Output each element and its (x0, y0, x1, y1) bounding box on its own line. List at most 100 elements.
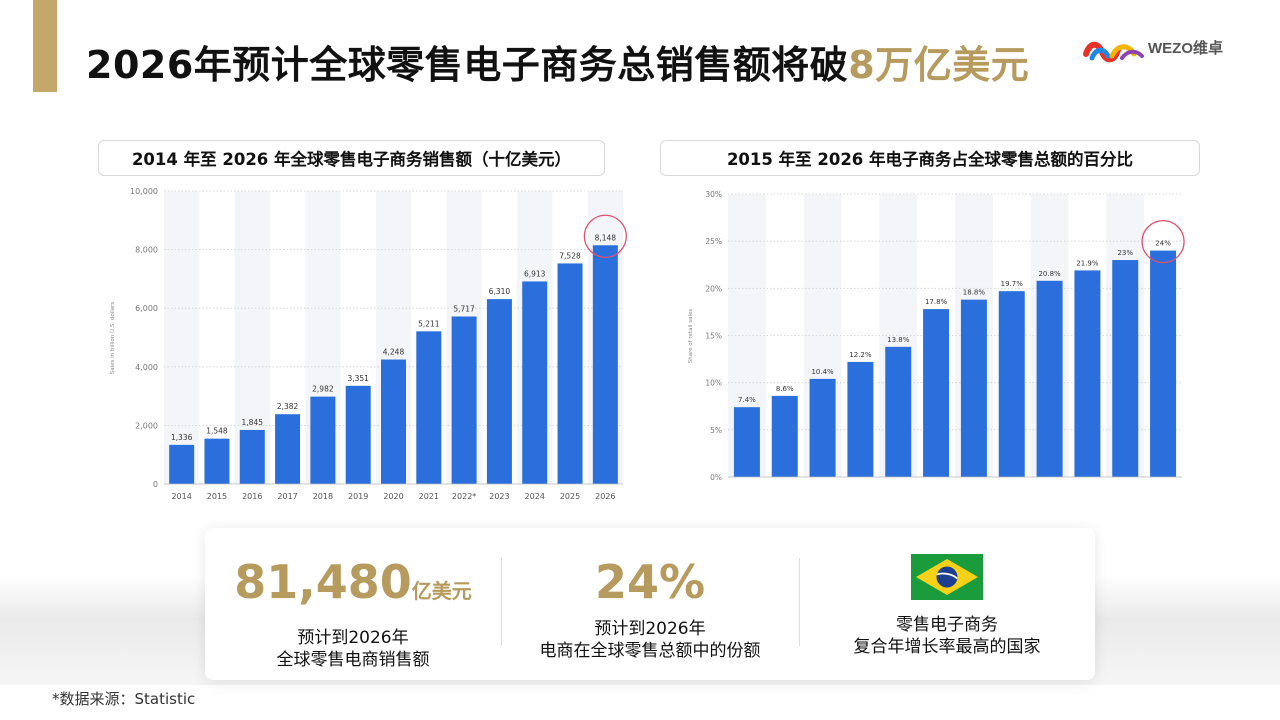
y-tick-label: 25% (705, 237, 722, 246)
y-tick-label: 4,000 (135, 363, 158, 372)
wezo-logo-icon (1083, 41, 1144, 63)
bar (960, 299, 987, 477)
stat-sales-desc: 预计到2026年 全球零售电商销售额 (205, 627, 501, 671)
data-label: 1,336 (171, 433, 193, 442)
y-tick-label: 15% (705, 332, 722, 341)
bar (1036, 280, 1063, 477)
x-tick-label: 2015 (207, 492, 227, 501)
stat-country-desc-line2: 复合年增长率最高的国家 (853, 637, 1041, 657)
data-label: 6,913 (524, 269, 546, 278)
stat-country-desc: 零售电子商务 复合年增长率最高的国家 (799, 614, 1095, 658)
y-tick-label: 10,000 (130, 187, 158, 196)
bar (1150, 250, 1177, 477)
x-tick-label: 2026 (595, 492, 615, 501)
highlight-circle (583, 214, 627, 258)
bar (998, 291, 1025, 477)
stat-sales-desc-line2: 全球零售电商销售额 (276, 650, 430, 670)
data-label: 5,211 (418, 319, 440, 328)
bar (1074, 270, 1101, 477)
y-tick-label: 5% (710, 426, 722, 435)
logo-text: WEZO维卓 (1148, 40, 1223, 57)
x-tick-label: 2020 (383, 492, 403, 501)
x-tick-label: 2014 (171, 492, 191, 501)
data-label: 13.8% (887, 336, 910, 344)
bar (809, 378, 836, 477)
stat-sales: 81,480亿美元 预计到2026年 全球零售电商销售额 (205, 528, 501, 680)
bar (592, 245, 618, 484)
data-label: 20.8% (1038, 270, 1061, 278)
data-label: 23% (1117, 249, 1133, 257)
data-label: 12.2% (849, 351, 872, 359)
stat-share-value: 24% (594, 555, 706, 609)
bar (169, 444, 195, 484)
y-tick-label: 8,000 (135, 246, 158, 255)
bar (416, 331, 442, 484)
y-tick-label: 30% (705, 190, 722, 199)
bar (733, 407, 760, 477)
stat-country: 零售电子商务 复合年增长率最高的国家 (799, 528, 1095, 680)
y-tick-label: 0 (153, 480, 158, 489)
data-label: 8.6% (776, 385, 794, 393)
bar (847, 361, 874, 477)
divider (799, 558, 800, 646)
bar (345, 385, 371, 484)
data-label: 6,310 (489, 287, 511, 296)
bar (923, 309, 950, 477)
chart-title-sales: 2014 年至 2026 年全球零售电子商务销售额（十亿美元） (98, 140, 605, 176)
bar (486, 299, 512, 484)
bar (451, 316, 477, 484)
x-tick-label: 2019 (348, 492, 368, 501)
page-title-highlight: 8万亿美元 (848, 43, 1030, 87)
data-label: 18.8% (963, 289, 986, 297)
data-label: 5,717 (453, 304, 475, 313)
divider (501, 558, 502, 646)
data-label: 19.7% (1001, 280, 1024, 288)
stat-sales-value: 81,480亿美元 (205, 556, 501, 617)
chart-title-share: 2015 年至 2026 年电子商务占全球零售总额的百分比 (660, 140, 1200, 176)
stats-card: 81,480亿美元 预计到2026年 全球零售电商销售额 24% 预计到2026… (205, 528, 1095, 680)
bar (204, 438, 230, 484)
y-tick-label: 10% (705, 379, 722, 388)
data-label: 17.8% (925, 298, 948, 306)
stat-sales-number: 81,480 (234, 555, 412, 609)
bar (239, 429, 265, 484)
y-tick-label: 20% (705, 284, 722, 293)
data-label: 21.9% (1076, 259, 1099, 267)
x-tick-label: 2024 (525, 492, 545, 501)
page-title-main: 2026年预计全球零售电子商务总销售额将破 (86, 43, 849, 87)
stat-share-desc-line1: 预计到2026年 (594, 619, 706, 639)
bar (275, 414, 301, 484)
stat-sales-desc-line1: 预计到2026年 (297, 628, 409, 648)
page-title: 2026年预计全球零售电子商务总销售额将破8万亿美元 (86, 34, 1029, 89)
bar (1112, 260, 1139, 477)
data-label: 2,382 (277, 402, 299, 411)
highlight-circle (1141, 219, 1185, 264)
accent-bar (33, 0, 57, 92)
bar (885, 346, 912, 477)
data-label: 1,548 (206, 427, 228, 436)
data-label: 1,845 (242, 418, 264, 427)
y-tick-label: 0% (710, 473, 722, 482)
bar (381, 359, 406, 484)
bar (310, 396, 336, 484)
stat-share: 24% 预计到2026年 电商在全球零售总额中的份额 (501, 528, 799, 680)
share-bar-chart: 0% 5% 10% 15% 20% 25% 30% Share of retail sales… (688, 190, 1185, 482)
y-axis-label: Sales in billion U.S. dollars (110, 302, 116, 375)
x-tick-label: 2017 (277, 492, 297, 501)
data-label: 10.4% (811, 368, 834, 376)
x-tick-label: 2022* (452, 492, 476, 501)
data-label: 24% (1155, 240, 1171, 248)
x-tick-label: 2025 (560, 492, 580, 501)
data-label: 3,351 (347, 374, 369, 383)
x-tick-label: 2023 (489, 492, 509, 501)
y-tick-label: 2,000 (135, 421, 158, 430)
stat-share-desc-line2: 电商在全球零售总额中的份额 (539, 641, 761, 661)
stat-country-desc-line1: 零售电子商务 (896, 615, 998, 635)
stat-share-desc: 预计到2026年 电商在全球零售总额中的份额 (501, 618, 799, 662)
bar (771, 395, 798, 477)
y-tick-label: 6,000 (135, 304, 158, 313)
source-footnote: *数据来源：Statistic (52, 690, 196, 708)
brazil-flag-icon (911, 554, 983, 600)
data-label: 2,982 (312, 385, 334, 394)
sales-bar-chart: 0 2,000 4,000 6,000 8,000 10,000 Sales in bill… (110, 187, 627, 501)
